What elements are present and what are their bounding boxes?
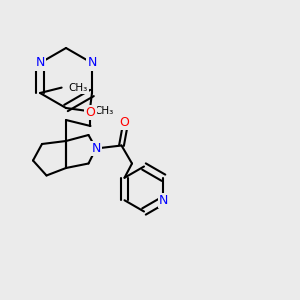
- Text: O: O: [85, 106, 95, 119]
- Text: N: N: [159, 194, 168, 207]
- Text: N: N: [87, 56, 97, 70]
- Text: CH₃: CH₃: [94, 106, 113, 116]
- Text: N: N: [91, 142, 101, 155]
- Text: O: O: [120, 116, 129, 129]
- Text: CH₃: CH₃: [68, 82, 88, 93]
- Text: N: N: [35, 56, 45, 70]
